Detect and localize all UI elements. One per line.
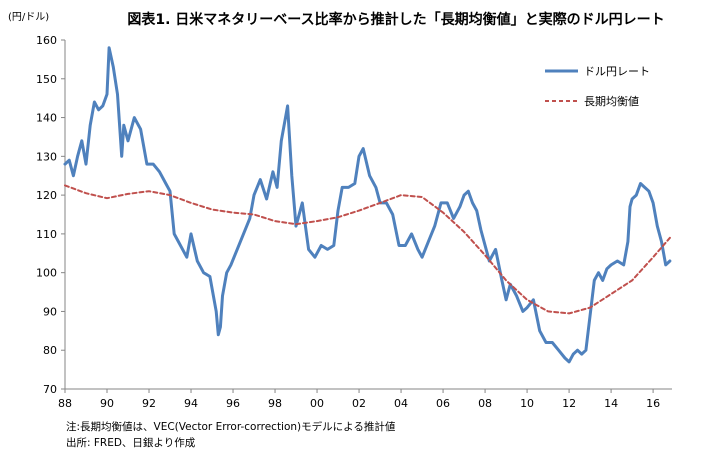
legend: ドル円レート 長期均衡値 [545,65,650,108]
x-tick-label: 02 [352,397,366,410]
y-tick-label: 150 [36,73,57,86]
usdjpy-rate-line [63,46,672,364]
footnote-source: 出所: FRED、日銀より作成 [66,436,196,449]
x-tick-label: 12 [562,397,576,410]
y-tick-label: 160 [36,34,57,47]
y-tick-label: 80 [43,344,57,357]
y-tick-label: 90 [43,305,57,318]
chart-title: 図表1. 日米マネタリーベース比率から推計した「長期均衡値」と実際のドル円レート [127,11,664,28]
x-tick-label: 96 [226,397,240,410]
x-ticks: 88 90 92 94 96 98 00 02 04 06 08 10 12 14 16 [58,389,660,410]
x-tick-label: 16 [646,397,660,410]
y-tick-label: 120 [36,189,57,202]
x-tick-label: 94 [184,397,198,410]
y-tick-label: 110 [36,228,57,241]
x-tick-label: 98 [268,397,282,410]
y-axis-unit-label: (円/ドル) [8,12,49,23]
x-tick-label: 90 [100,397,114,410]
y-ticks: 70 80 90 100 110 120 130 140 150 160 [36,34,65,396]
y-tick-label: 130 [36,150,57,163]
x-tick-label: 14 [604,397,618,410]
series-lines [63,46,672,364]
x-tick-label: 10 [520,397,534,410]
legend-label-usdjpy: ドル円レート [584,65,650,78]
x-tick-label: 00 [310,397,324,410]
axes [64,40,672,390]
equilibrium-line [64,184,671,315]
x-tick-label: 88 [58,397,72,410]
legend-label-equilibrium: 長期均衡値 [584,95,639,108]
y-tick-label: 140 [36,112,57,125]
x-tick-label: 92 [142,397,156,410]
x-tick-label: 06 [436,397,450,410]
x-tick-label: 04 [394,397,408,410]
x-tick-label: 08 [478,397,492,410]
y-tick-label: 70 [43,383,57,396]
y-tick-label: 100 [36,267,57,280]
footnote-model: 注:長期均衡値は、VEC(Vector Error-correction)モデル… [66,420,396,433]
